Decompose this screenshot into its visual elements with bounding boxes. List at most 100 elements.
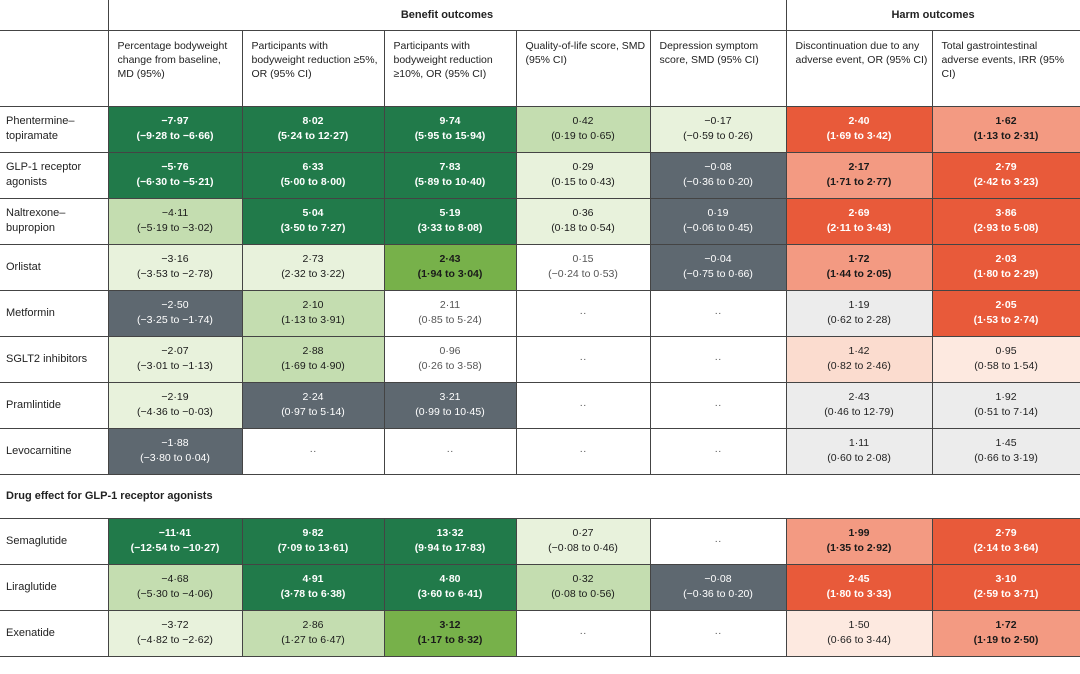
table-cell: 3·86 (2·93 to 5·08)	[931, 198, 1080, 245]
cell-estimate: −0·08	[704, 573, 732, 585]
table-cell: −5·76 (−6·30 to −5·21)	[107, 152, 242, 199]
cell-estimate: 2·43	[848, 391, 870, 403]
table-cell: −11·41 (−12·54 to −10·27)	[107, 518, 242, 565]
cell-confidence-interval: (3·33 to 8·08)	[417, 222, 483, 234]
table-cell: ··	[649, 428, 787, 475]
cell-estimate: 4·91	[302, 573, 324, 585]
cell-estimate: 3·86	[995, 207, 1017, 219]
table-cell: 9·82 (7·09 to 13·61)	[241, 518, 384, 565]
table-cell: 1·19 (0·62 to 2·28)	[785, 290, 933, 337]
cell-confidence-interval: (1·80 to 3·33)	[826, 588, 892, 600]
cell-estimate: 6·33	[302, 161, 324, 173]
table-cell: 1·99 (1·35 to 2·92)	[785, 518, 933, 565]
table-cell: ··	[649, 336, 787, 383]
cell-confidence-interval: (1·13 to 2·31)	[973, 130, 1039, 142]
cell-estimate: −11·41	[158, 527, 192, 539]
cell-confidence-interval: (7·09 to 13·61)	[277, 542, 349, 554]
cell-estimate: 1·50	[848, 619, 870, 631]
cell-confidence-interval: (0·51 to 7·14)	[974, 406, 1038, 418]
cell-estimate: −7·97	[161, 115, 189, 127]
table-cell: 6·33 (5·00 to 8·00)	[241, 152, 384, 199]
cell-confidence-interval: (1·80 to 2·29)	[973, 268, 1039, 280]
table-cell: 0·19 (−0·06 to 0·45)	[649, 198, 787, 245]
cell-estimate: 0·95	[995, 345, 1017, 357]
cell-confidence-interval: (0·26 to 3·58)	[418, 360, 482, 372]
cell-estimate: −2·07	[161, 345, 189, 357]
cell-confidence-interval: (−9·28 to −6·66)	[136, 130, 214, 142]
cell-estimate: 0·96	[439, 345, 461, 357]
table-row: SGLT2 inhibitors −2·07 (−3·01 to −1·13) 2·8…	[0, 336, 1080, 383]
table-row: Semaglutide −11·41 (−12·54 to −10·27) 9·82 (…	[0, 518, 1080, 565]
table-row: Exenatide −3·72 (−4·82 to −2·62) 2·86 (1·27 …	[0, 610, 1080, 657]
cell-estimate: 2·05	[995, 299, 1017, 311]
cell-confidence-interval: (0·62 to 2·28)	[827, 314, 891, 326]
cell-confidence-interval: (1·53 to 2·74)	[973, 314, 1039, 326]
cell-estimate: 1·42	[848, 345, 870, 357]
cell-confidence-interval: (0·66 to 3·44)	[827, 634, 891, 646]
cell-confidence-interval: (−3·80 to 0·04)	[140, 452, 210, 464]
cell-estimate: 7·83	[439, 161, 461, 173]
cell-estimate: 0·27	[572, 527, 594, 539]
table-cell: 1·42 (0·82 to 2·46)	[785, 336, 933, 383]
cell-estimate: 2·79	[995, 527, 1017, 539]
table-body: Phentermine–topiramate −7·97 (−9·28 to −6·…	[0, 106, 1080, 657]
column-header: Participants with bodyweight reduction ≥…	[241, 30, 384, 107]
cell-confidence-interval: (0·15 to 0·43)	[551, 176, 615, 188]
cell-estimate: 1·72	[995, 619, 1017, 631]
cell-confidence-interval: (2·11 to 3·43)	[826, 222, 892, 234]
row-label: Naltrexone–bupropion	[0, 198, 108, 245]
cell-estimate: ··	[579, 444, 587, 457]
cell-estimate: ··	[714, 352, 722, 365]
cell-estimate: ··	[579, 626, 587, 639]
section-title: Drug effect for GLP-1 receptor agonists	[0, 474, 1080, 519]
cell-estimate: −1·88	[161, 437, 189, 449]
cell-confidence-interval: (−0·75 to 0·66)	[683, 268, 753, 280]
cell-estimate: 1·62	[995, 115, 1017, 127]
cell-confidence-interval: (0·18 to 0·54)	[551, 222, 615, 234]
table-cell: 4·80 (3·60 to 6·41)	[383, 564, 516, 611]
cell-confidence-interval: (5·95 to 15·94)	[414, 130, 486, 142]
cell-estimate: 1·11	[848, 437, 870, 449]
table-cell: 2·45 (1·80 to 3·33)	[785, 564, 933, 611]
table-cell: 13·32 (9·94 to 17·83)	[383, 518, 516, 565]
table-cell: 1·72 (1·44 to 2·05)	[785, 244, 933, 291]
cell-estimate: 13·32	[436, 527, 464, 539]
cell-estimate: 3·12	[439, 619, 461, 631]
table-cell: 0·96 (0·26 to 3·58)	[383, 336, 516, 383]
cell-confidence-interval: (−5·19 to −3·02)	[137, 222, 213, 234]
table-row: Orlistat −3·16 (−3·53 to −2·78) 2·73 (2·32 t…	[0, 244, 1080, 291]
column-header: Depression symptom score, SMD (95% CI)	[649, 30, 787, 107]
cell-confidence-interval: (2·14 to 3·64)	[973, 542, 1039, 554]
cell-confidence-interval: (−4·82 to −2·62)	[137, 634, 213, 646]
cell-estimate: −2·50	[161, 299, 189, 311]
table-cell: 1·92 (0·51 to 7·14)	[931, 382, 1080, 429]
cell-estimate: ··	[309, 444, 317, 457]
cell-estimate: 3·10	[995, 573, 1017, 585]
cell-estimate: 2·40	[848, 115, 870, 127]
cell-estimate: 9·82	[302, 527, 324, 539]
table-cell: 2·69 (2·11 to 3·43)	[785, 198, 933, 245]
cell-confidence-interval: (−12·54 to −10·27)	[130, 542, 220, 554]
cell-estimate: 4·80	[439, 573, 461, 585]
table-cell: 3·12 (1·17 to 8·32)	[383, 610, 516, 657]
cell-confidence-interval: (0·60 to 2·08)	[827, 452, 891, 464]
cell-confidence-interval: (5·00 to 8·00)	[280, 176, 346, 188]
table-cell: ··	[383, 428, 516, 475]
table-cell: ··	[515, 610, 650, 657]
table-cell: 1·50 (0·66 to 3·44)	[785, 610, 933, 657]
cell-estimate: 2·69	[848, 207, 870, 219]
cell-confidence-interval: (−0·08 to 0·46)	[548, 542, 618, 554]
table-cell: 0·95 (0·58 to 1·54)	[931, 336, 1080, 383]
cell-confidence-interval: (1·69 to 3·42)	[826, 130, 892, 142]
row-label: Semaglutide	[0, 518, 108, 565]
table-cell: 3·10 (2·59 to 3·71)	[931, 564, 1080, 611]
table-cell: 5·04 (3·50 to 7·27)	[241, 198, 384, 245]
cell-confidence-interval: (2·42 to 3·23)	[973, 176, 1039, 188]
table-cell: 2·11 (0·85 to 5·24)	[383, 290, 516, 337]
cell-confidence-interval: (3·50 to 7·27)	[280, 222, 346, 234]
table-cell: −3·16 (−3·53 to −2·78)	[107, 244, 242, 291]
table-cell: −2·50 (−3·25 to −1·74)	[107, 290, 242, 337]
cell-estimate: 2·17	[848, 161, 870, 173]
table-cell: −0·08 (−0·36 to 0·20)	[649, 152, 787, 199]
cell-confidence-interval: (−3·53 to −2·78)	[137, 268, 213, 280]
